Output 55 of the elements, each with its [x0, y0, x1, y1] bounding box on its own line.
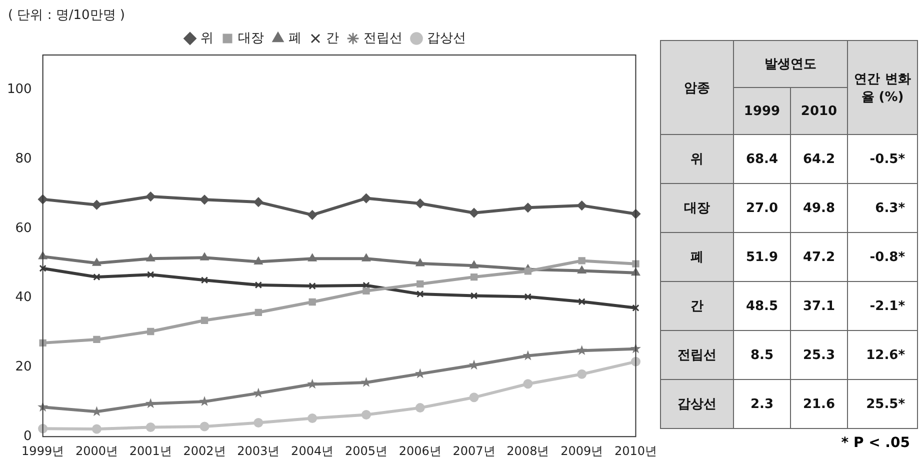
legend-label: 전립선 — [364, 30, 402, 46]
text: 27.0 — [746, 200, 778, 216]
category-label: 전립선 — [678, 348, 716, 363]
x-tick-label: 2004년 — [291, 444, 334, 458]
text: 2.3 — [750, 396, 774, 412]
x-tick-label: 2008년 — [506, 444, 550, 458]
category-label: 갑상선 — [678, 397, 716, 412]
legend-label: 간 — [326, 30, 339, 46]
x-tick-label: 2005년 — [344, 444, 388, 458]
y-tick-label: 60 — [15, 220, 32, 236]
x-tick-label: 2000년 — [75, 444, 118, 458]
text: 25.3 — [802, 348, 836, 362]
text: 12.6* — [866, 348, 905, 362]
x-tick-label: 2002년 — [183, 444, 226, 458]
text: 49.8 — [802, 200, 836, 216]
text: 68.4 — [746, 152, 778, 166]
category-label: 연간 변화율 (%) — [848, 40, 918, 134]
category-label: 대장 — [684, 201, 710, 216]
x-tick-label: 2003년 — [237, 444, 280, 458]
y-tick-label: 0 — [24, 428, 32, 444]
chart-title: ( 단위 : 명/10만명 ) — [8, 7, 125, 24]
category-label: 위 — [690, 152, 704, 167]
legend-label: 갑상선 — [427, 30, 466, 46]
y-tick-label: 80 — [15, 151, 32, 166]
text: 47.2 — [802, 250, 836, 264]
category-label: 폐 — [690, 250, 704, 265]
x-tick-label: 2007년 — [452, 444, 496, 458]
y-tick-label: 40 — [15, 290, 32, 306]
x-tick-label: 2006년 — [398, 444, 442, 458]
x-tick-label: 2001년 — [129, 444, 172, 458]
y-tick-label: 100 — [6, 82, 32, 98]
text: 8.5 — [750, 348, 774, 362]
x-tick-label: 2010년 — [614, 444, 658, 458]
x-tick-label: 2009년 — [560, 444, 604, 458]
legend-label: 위 — [200, 30, 214, 46]
text: -0.5* — [870, 152, 905, 166]
y-tick-label: 20 — [15, 360, 32, 375]
legend-label: 폐 — [288, 30, 302, 46]
text: 암종 — [660, 40, 734, 134]
category-label: 2010 — [790, 88, 848, 134]
category-label: 간 — [690, 299, 704, 314]
text: 21.6 — [802, 396, 836, 412]
text: 6.3* — [875, 200, 905, 216]
text: * P < .05 — [840, 435, 911, 451]
text: -2.1* — [870, 298, 905, 314]
text: 25.5* — [866, 396, 905, 412]
text: 64.2 — [802, 152, 836, 166]
legend-label: 대장 — [238, 30, 264, 46]
category-label: 1999 — [734, 88, 790, 134]
text: 48.5 — [746, 298, 778, 314]
text: 51.9 — [746, 250, 778, 264]
text: 37.1 — [802, 298, 836, 314]
x-tick-label: 1999년 — [22, 444, 64, 458]
text: 발생연도 — [734, 40, 848, 88]
text: -0.8* — [870, 250, 905, 264]
